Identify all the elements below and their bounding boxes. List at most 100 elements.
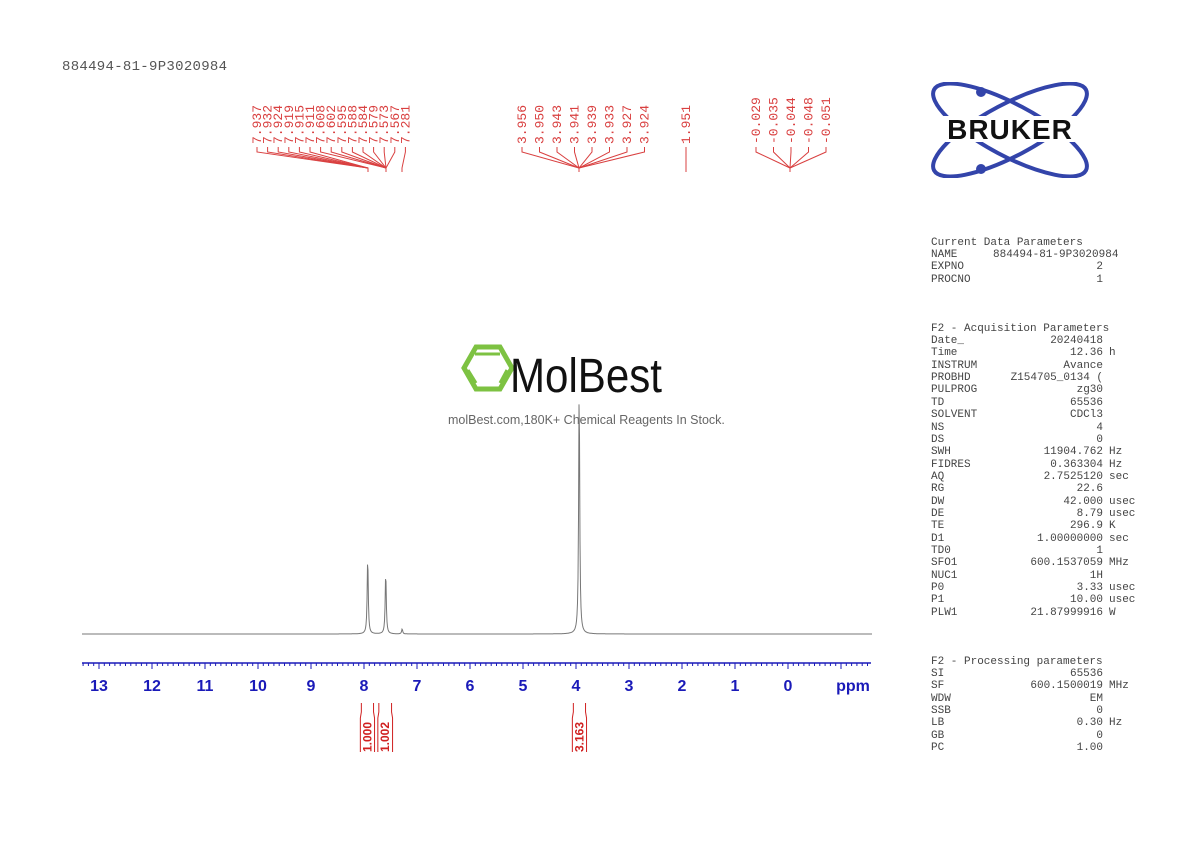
parameter-row: TE 296.9 K — [931, 520, 1116, 533]
peak-shift-label: 7.281 — [398, 105, 413, 144]
peak-shift-label: 7.919 — [282, 105, 297, 144]
axis-tick-label: 9 — [307, 678, 316, 695]
parameter-row: D1 1.00000000 sec — [931, 532, 1129, 545]
molbest-watermark-logo: MolBest — [461, 344, 662, 403]
axis-tick-label: 13 — [90, 678, 108, 695]
parameter-row: PULPROG zg30 — [931, 384, 1103, 397]
peak-shift-label: 7.567 — [388, 105, 403, 144]
axis-tick-label: 1 — [731, 678, 740, 695]
molbest-wordmark: MolBest — [510, 350, 662, 403]
parameter-row: AQ 2.7525120 sec — [931, 470, 1129, 483]
sample-title: 884494-81-9P3020984 — [62, 59, 228, 75]
peak-shift-label: 7.588 — [345, 105, 360, 144]
peak-shift-label: 7.924 — [271, 105, 286, 144]
peak-shift-label: 7.932 — [261, 105, 276, 144]
peak-shift-label: 7.579 — [367, 105, 382, 144]
parameter-row: SWH 11904.762 Hz — [931, 446, 1123, 459]
parameter-row: SFO1 600.1537059 MHz — [931, 557, 1129, 570]
parameter-row: TD0 1 — [931, 544, 1103, 557]
integral-region: 1.002 — [377, 703, 394, 752]
integral-value: 1.000 — [360, 722, 374, 752]
peak-shift-label: -0.051 — [819, 97, 834, 144]
integral-value: 1.002 — [378, 722, 392, 752]
peak-shift-label: -0.035 — [767, 97, 782, 144]
peak-shift-label: 7.602 — [324, 105, 339, 144]
parameters-panel: Current Data Parameters NAME 884494-81-9P3… — [931, 212, 1135, 779]
integral-value: 3.163 — [572, 722, 586, 752]
parameter-row: P0 3.33 usec — [931, 581, 1136, 594]
parameter-row: NAME 884494-81-9P3020984 — [931, 249, 1119, 262]
current-data-parameters: Current Data Parameters NAME 884494-81-9P3… — [931, 237, 1135, 286]
integral-region: 1.000 — [359, 703, 376, 752]
axis-tick-label: 5 — [519, 678, 528, 695]
peak-shift-label: 7.911 — [303, 105, 318, 144]
parameter-row: P1 10.00 usec — [931, 594, 1136, 607]
peak-shift-label: 7.937 — [250, 105, 265, 144]
peak-shift-label: 3.927 — [620, 105, 635, 144]
benzene-icon — [461, 344, 515, 392]
peak-shift-label: 7.608 — [314, 105, 329, 144]
peak-shift-label: 3.939 — [585, 105, 600, 144]
integral-markers: 1.000 1.002 3.163 — [359, 703, 588, 752]
axis-tick-label: 12 — [143, 678, 161, 695]
parameter-row: LB 0.30 Hz — [931, 717, 1123, 730]
parameter-row: DS 0 — [931, 433, 1103, 446]
peak-shift-label: 3.924 — [638, 105, 653, 144]
parameter-row: EXPNO 2 — [931, 261, 1103, 274]
parameter-block-header: F2 - Acquisition Parameters — [931, 322, 1110, 335]
bruker-wordmark: BRUKER — [947, 114, 1073, 145]
parameter-row: FIDRES 0.363304 Hz — [931, 458, 1123, 471]
parameter-row: INSTRUM Avance — [931, 359, 1103, 372]
axis-tick-label: 0 — [784, 678, 793, 695]
peak-shift-label: -0.048 — [802, 97, 817, 144]
peak-shift-label: 7.595 — [335, 105, 350, 144]
peak-shift-label: 3.941 — [568, 105, 583, 144]
axis-tick-label: 8 — [360, 678, 369, 695]
axis-tick-label: 6 — [466, 678, 475, 695]
peak-shift-label: -0.044 — [784, 97, 799, 144]
parameter-row: PC 1.00 — [931, 742, 1103, 755]
axis-tick-label: 2 — [678, 678, 687, 695]
parameter-row: SOLVENT CDCl3 — [931, 409, 1103, 422]
parameter-row: DE 8.79 usec — [931, 507, 1136, 520]
peak-shift-label: 7.915 — [292, 105, 307, 144]
bruker-atom-icon — [931, 82, 1089, 178]
parameter-row: PLW1 21.87999916 W — [931, 606, 1116, 619]
peak-shift-label: 3.950 — [533, 105, 548, 144]
spectrum-trace — [82, 404, 872, 635]
axis-tick-label: 7 — [413, 678, 422, 695]
peak-shift-label: -0.029 — [749, 97, 764, 144]
peak-shift-label: 7.573 — [377, 105, 392, 144]
parameter-row: SSB 0 — [931, 705, 1103, 718]
parameter-row: Time 12.36 h — [931, 347, 1116, 360]
bruker-logo: BRUKER — [924, 82, 1096, 178]
integral-region: 3.163 — [571, 703, 588, 752]
parameter-row: RG 22.6 — [931, 483, 1103, 496]
processing-parameters: F2 - Processing parameters SI 65536 SF 600.1… — [931, 656, 1135, 755]
parameter-row: TD 65536 — [931, 396, 1103, 409]
parameter-row: NUC1 1H — [931, 569, 1103, 582]
parameter-row: Date_ 20240418 — [931, 335, 1103, 348]
parameter-row: DW 42.000 usec — [931, 495, 1136, 508]
ppm-axis: 13 12 11 10 9 8 7 6 5 4 3 2 1 0 ppm — [82, 662, 871, 695]
axis-tick-label: 4 — [572, 678, 581, 695]
parameter-row: GB 0 — [931, 729, 1103, 742]
parameter-row: SF 600.1500019 MHz — [931, 680, 1129, 693]
parameter-block-header: Current Data Parameters — [931, 236, 1083, 249]
parameter-row: PROCNO 1 — [931, 273, 1103, 286]
parameter-row: NS 4 — [931, 421, 1103, 434]
watermark-tagline: molBest.com,180K+ Chemical Reagents In S… — [448, 413, 725, 427]
parameter-row: PROBHD Z154705_0134 ( — [931, 372, 1103, 385]
peak-shift-label: 1.951 — [679, 105, 694, 144]
axis-tick-label: 11 — [197, 678, 214, 695]
peak-shift-label: 7.584 — [356, 105, 371, 144]
peak-shift-label: 3.933 — [603, 105, 618, 144]
axis-tick-label: 10 — [249, 678, 267, 695]
peak-shift-label: 3.956 — [515, 105, 530, 144]
axis-unit-label: ppm — [836, 678, 870, 695]
parameter-row: WDW EM — [931, 692, 1103, 705]
parameter-row: SI 65536 — [931, 668, 1103, 681]
peak-shift-label: 3.943 — [550, 105, 565, 144]
peak-labels: 7.9377.9327.9247.9197.9157.9117.6087.602… — [250, 97, 834, 144]
